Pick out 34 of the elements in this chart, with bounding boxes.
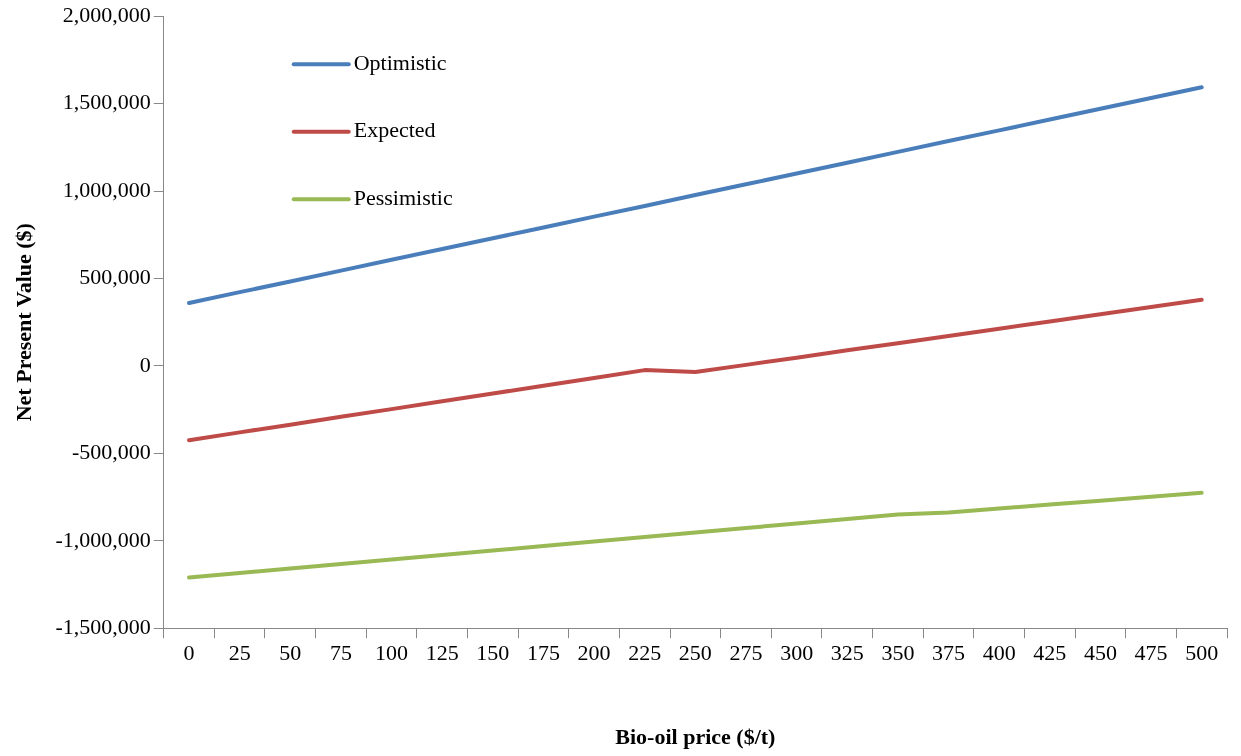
y-tick-label: 1,500,000 (62, 89, 151, 115)
x-tick-label: 125 (425, 640, 459, 666)
x-tick-label: 500 (1185, 640, 1219, 666)
x-tick-label: 400 (982, 640, 1016, 666)
x-tick-label: 150 (476, 640, 510, 666)
x-tick-label: 50 (279, 640, 302, 666)
x-tick-label: 375 (932, 640, 966, 666)
legend-label: Expected (353, 117, 436, 143)
y-tick-label: 2,000,000 (62, 1, 151, 27)
x-tick-label: 450 (1083, 640, 1117, 666)
y-tick-label: -1,000,000 (55, 526, 151, 552)
x-tick-label: 25 (228, 640, 251, 666)
legend-label: Optimistic (353, 49, 447, 75)
x-tick-label: 100 (375, 640, 409, 666)
x-tick-label: 350 (881, 640, 915, 666)
y-axis-title: Net Present Value ($) (10, 223, 36, 422)
y-tick-label: 500,000 (79, 264, 151, 290)
x-tick-label: 225 (628, 640, 662, 666)
x-tick-label: 200 (577, 640, 611, 666)
x-tick-label: 75 (329, 640, 352, 666)
x-axis-title: Bio-oil price ($/t) (615, 724, 776, 750)
x-tick-label: 275 (729, 640, 763, 666)
x-tick-label: 300 (780, 640, 814, 666)
x-tick-label: 325 (830, 640, 864, 666)
y-tick-label: -1,500,000 (55, 613, 151, 639)
x-tick-label: 250 (678, 640, 712, 666)
y-tick-label: 0 (139, 351, 151, 377)
x-tick-label: 425 (1033, 640, 1067, 666)
x-tick-label: 475 (1134, 640, 1168, 666)
y-tick-label: -500,000 (71, 439, 151, 465)
x-tick-label: 175 (526, 640, 560, 666)
y-tick-label: 1,000,000 (62, 176, 151, 202)
x-tick-label: 0 (183, 640, 195, 666)
legend-label: Pessimistic (353, 184, 453, 210)
